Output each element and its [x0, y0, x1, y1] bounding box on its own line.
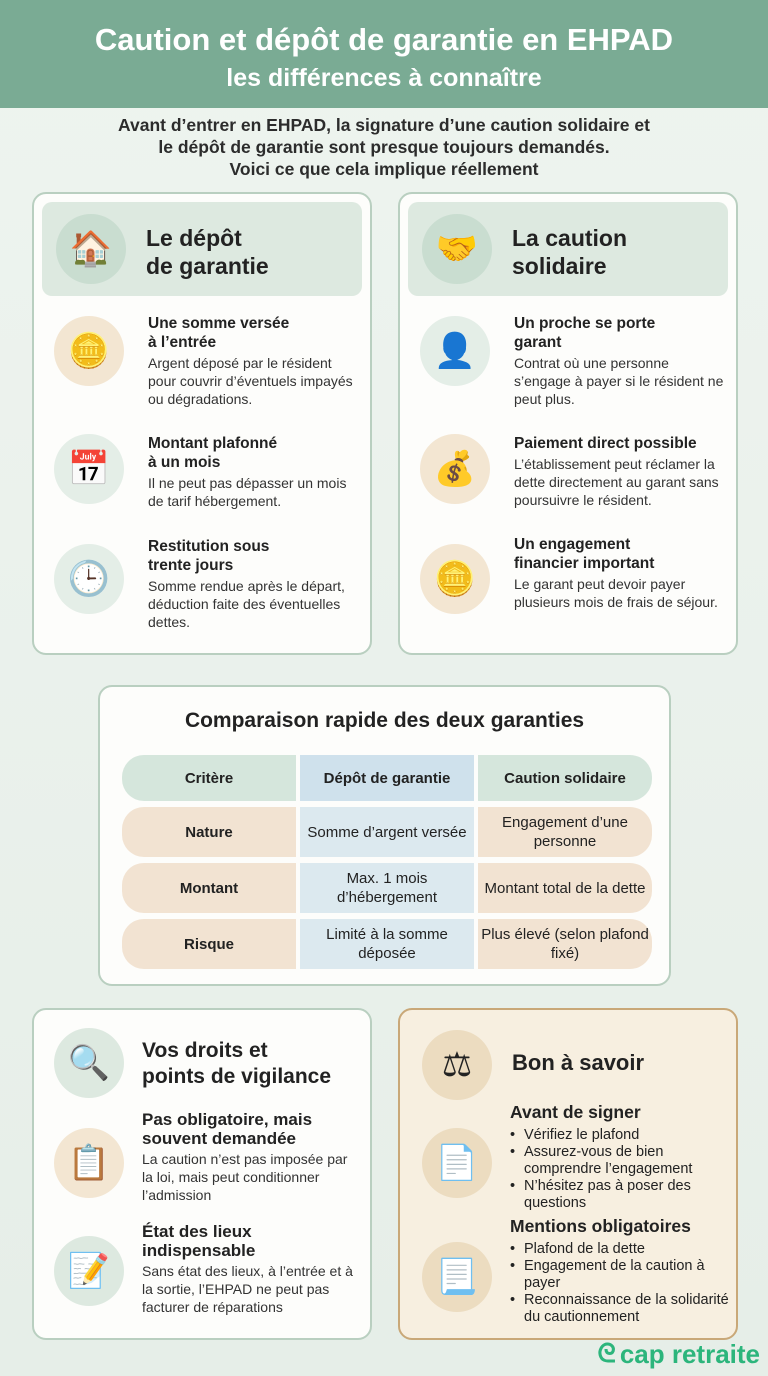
document-sign-icon: 📄 — [422, 1128, 492, 1198]
clipboard-checklist-icon: 📋 — [54, 1128, 124, 1198]
bon-title: Bon à savoir — [512, 1050, 645, 1075]
cell: Risque — [122, 919, 296, 969]
logo-text: cap retraite — [619, 1338, 760, 1369]
item-title: souvent demandée — [142, 1129, 296, 1148]
table-header: Critère Dépôt de garantie Caution solidair… — [122, 755, 652, 801]
cell: Max. 1 mois d’hébergement — [300, 863, 474, 913]
intro-line: Voici ce que cela implique réellement — [229, 159, 539, 179]
item-title: Un engagement — [514, 536, 631, 553]
depot-title: Le dépôt — [146, 225, 242, 251]
caution-card: 🤝 La caution solidaire 👤 Un proche se por… — [398, 192, 738, 655]
cell: Somme d’argent versée — [300, 807, 474, 857]
logo: ᘓ cap retraite — [598, 1338, 761, 1370]
droits-title-line: Vos droits et — [142, 1039, 268, 1062]
section-title: Mentions obligatoires — [510, 1216, 691, 1236]
intro: Avant d’entrer en EHPAD, la signature d’… — [60, 114, 708, 180]
bon-a-savoir-card: ⚖ Bon à savoir 📄 Avant de signer Vérifie… — [398, 1008, 738, 1340]
bullet-list: Plafond de la dette Engagement de la cau… — [510, 1241, 736, 1326]
bullet-list: Vérifiez le plafond Assurez-vous de bien… — [510, 1127, 736, 1212]
header-cell: Caution solidaire — [478, 755, 652, 801]
item-text: La caution n’est pas imposée par la loi,… — [142, 1151, 348, 1203]
cell: Plus élevé (selon plafond fixé) — [478, 919, 652, 969]
document-seal-icon: 📃 — [422, 1242, 492, 1312]
bullet: Plafond de la dette — [510, 1241, 736, 1258]
header: Caution et dépôt de garantie en EHPAD le… — [0, 0, 768, 108]
clock-refresh-icon: 🕒 — [54, 544, 124, 614]
document-magnifier-icon: 🔍 — [54, 1028, 124, 1098]
item-title: à un mois — [148, 454, 221, 471]
logo-icon: ᘓ — [597, 1338, 616, 1368]
comparison-table: Critère Dépôt de garantie Caution solidair… — [118, 749, 656, 975]
depot-title: de garantie — [146, 253, 269, 279]
item-title: à l’entrée — [148, 334, 217, 351]
calendar-euro-icon: 📅 — [54, 434, 124, 504]
header-cell: Dépôt de garantie — [300, 755, 474, 801]
item-title: financier important — [514, 555, 655, 572]
bullet: Vérifiez le plafond — [510, 1127, 736, 1144]
item-text: Le garant peut devoir payer plusieurs mo… — [514, 576, 718, 610]
cell: Limité à la somme déposée — [300, 919, 474, 969]
bullet: Reconnaissance de la solidarité du cauti… — [510, 1292, 736, 1326]
droits-card: 🔍 Vos droits et points de vigilance 📋 Pas… — [32, 1008, 372, 1340]
scales-icon: ⚖ — [422, 1030, 492, 1100]
item-title: Un proche se porte — [514, 315, 656, 332]
handshake-icon: 🤝 — [422, 214, 492, 284]
droits-title-line: points de vigilance — [142, 1065, 332, 1088]
depot-header: 🏠 Le dépôt de garantie — [42, 202, 362, 296]
table-row: Risque Limité à la somme déposée Plus élev… — [122, 919, 652, 969]
caution-header: 🤝 La caution solidaire — [408, 202, 728, 296]
bullet: N’hésitez pas à poser des questions — [510, 1178, 736, 1212]
person-shield-icon: 👤 — [420, 316, 490, 386]
cell: Montant — [122, 863, 296, 913]
item-title: indispensable — [142, 1241, 256, 1260]
intro-line: le dépôt de garantie sont presque toujou… — [158, 137, 610, 157]
item-text: Il ne peut pas dépasser un mois de tarif… — [148, 475, 347, 509]
comparison-title: Comparaison rapide des deux garanties — [184, 709, 585, 732]
item-title: Paiement direct possible — [514, 435, 697, 452]
item-title: Restitution sous — [148, 538, 270, 555]
item-text: L’établissement peut réclamer la dette d… — [514, 456, 719, 508]
item-text: Argent déposé par le résident pour couvr… — [148, 355, 353, 407]
item-text: Sans état des lieux, à l’entrée et à la … — [142, 1263, 353, 1315]
bullet: Engagement de la caution à payer — [510, 1258, 736, 1292]
coins-weight-icon: 🪙 — [420, 544, 490, 614]
page-title: Caution et dépôt de garantie en EHPAD — [94, 22, 674, 57]
document-money-bag-icon: 💰 — [420, 434, 490, 504]
intro-line: Avant d’entrer en EHPAD, la signature d’… — [118, 115, 650, 135]
table-row: Nature Somme d’argent versée Engagement d’… — [122, 807, 652, 857]
cell: Nature — [122, 807, 296, 857]
section-title: Avant de signer — [510, 1102, 641, 1122]
bullet: Assurez-vous de bien comprendre l’engage… — [510, 1144, 736, 1178]
depot-card: 🏠 Le dépôt de garantie 🪙 Une somme versée… — [32, 192, 372, 655]
house-safe-icon: 🏠 — [56, 214, 126, 284]
cell: Montant total de la dette — [478, 863, 652, 913]
caution-title: solidaire — [512, 253, 607, 279]
droits-title: Vos droits et points de vigilance — [142, 1038, 331, 1090]
cell: Engagement d’une personne — [478, 807, 652, 857]
item-title: Montant plafonné — [148, 435, 278, 452]
comparison-card: Comparaison rapide des deux garanties Cr… — [98, 685, 671, 986]
item-title: Pas obligatoire, mais — [142, 1110, 313, 1129]
hand-coin-icon: 🪙 — [54, 316, 124, 386]
item-text: Contrat où une personne s’engage à payer… — [514, 355, 724, 407]
item-text: Somme rendue après le départ, déduction … — [148, 578, 345, 630]
document-pen-icon: 📝 — [54, 1236, 124, 1306]
item-title: État des lieux — [142, 1222, 252, 1241]
table-row: Montant Max. 1 mois d’hébergement Montant … — [122, 863, 652, 913]
item-title: garant — [514, 334, 562, 351]
item-title: Une somme versée — [148, 315, 290, 332]
page-subtitle: les différences à connaître — [226, 64, 542, 92]
caution-title: La caution — [512, 225, 628, 251]
header-cell: Critère — [122, 755, 296, 801]
item-title: trente jours — [148, 557, 234, 574]
